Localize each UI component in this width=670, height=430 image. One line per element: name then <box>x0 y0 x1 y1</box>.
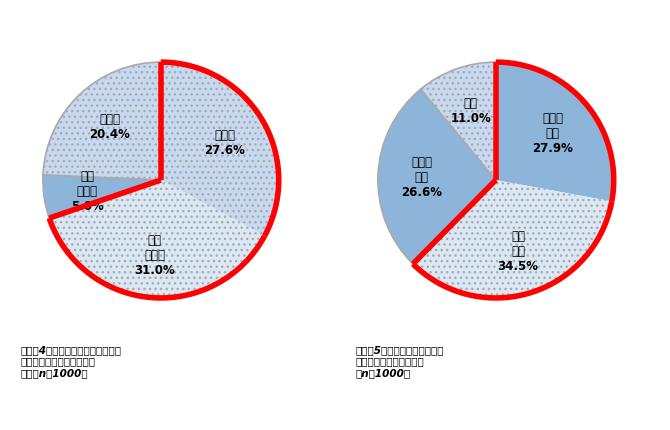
Text: やや
ある
34.5%: やや ある 34.5% <box>498 230 539 273</box>
Wedge shape <box>49 181 265 298</box>
Text: 小さい
20.4%: 小さい 20.4% <box>89 113 130 141</box>
Text: あまり
ない
26.6%: あまり ない 26.6% <box>401 156 442 199</box>
Text: やや
小さい
5.0%: やや 小さい 5.0% <box>71 170 104 212</box>
Text: すごく
ある
27.9%: すごく ある 27.9% <box>533 112 574 155</box>
Wedge shape <box>496 63 614 202</box>
Wedge shape <box>43 63 161 181</box>
Text: グラフ5：プライベート番号を
知られることへの抵抗感
（n＝1000）: グラフ5：プライベート番号を 知られることへの抵抗感 （n＝1000） <box>355 344 444 377</box>
Wedge shape <box>421 63 496 181</box>
Wedge shape <box>378 90 496 264</box>
Wedge shape <box>413 181 612 298</box>
Text: ない
11.0%: ない 11.0% <box>450 97 491 125</box>
Text: グラフ4：仕事で自分の個人情報を
使わざるを得ない状況への
不満（n＝1000）: グラフ4：仕事で自分の個人情報を 使わざるを得ない状況への 不満（n＝1000） <box>20 344 121 377</box>
Text: 大きい
27.6%: 大きい 27.6% <box>204 129 245 157</box>
Wedge shape <box>43 175 161 218</box>
Text: やや
大きい
31.0%: やや 大きい 31.0% <box>134 233 175 276</box>
Wedge shape <box>161 63 279 236</box>
